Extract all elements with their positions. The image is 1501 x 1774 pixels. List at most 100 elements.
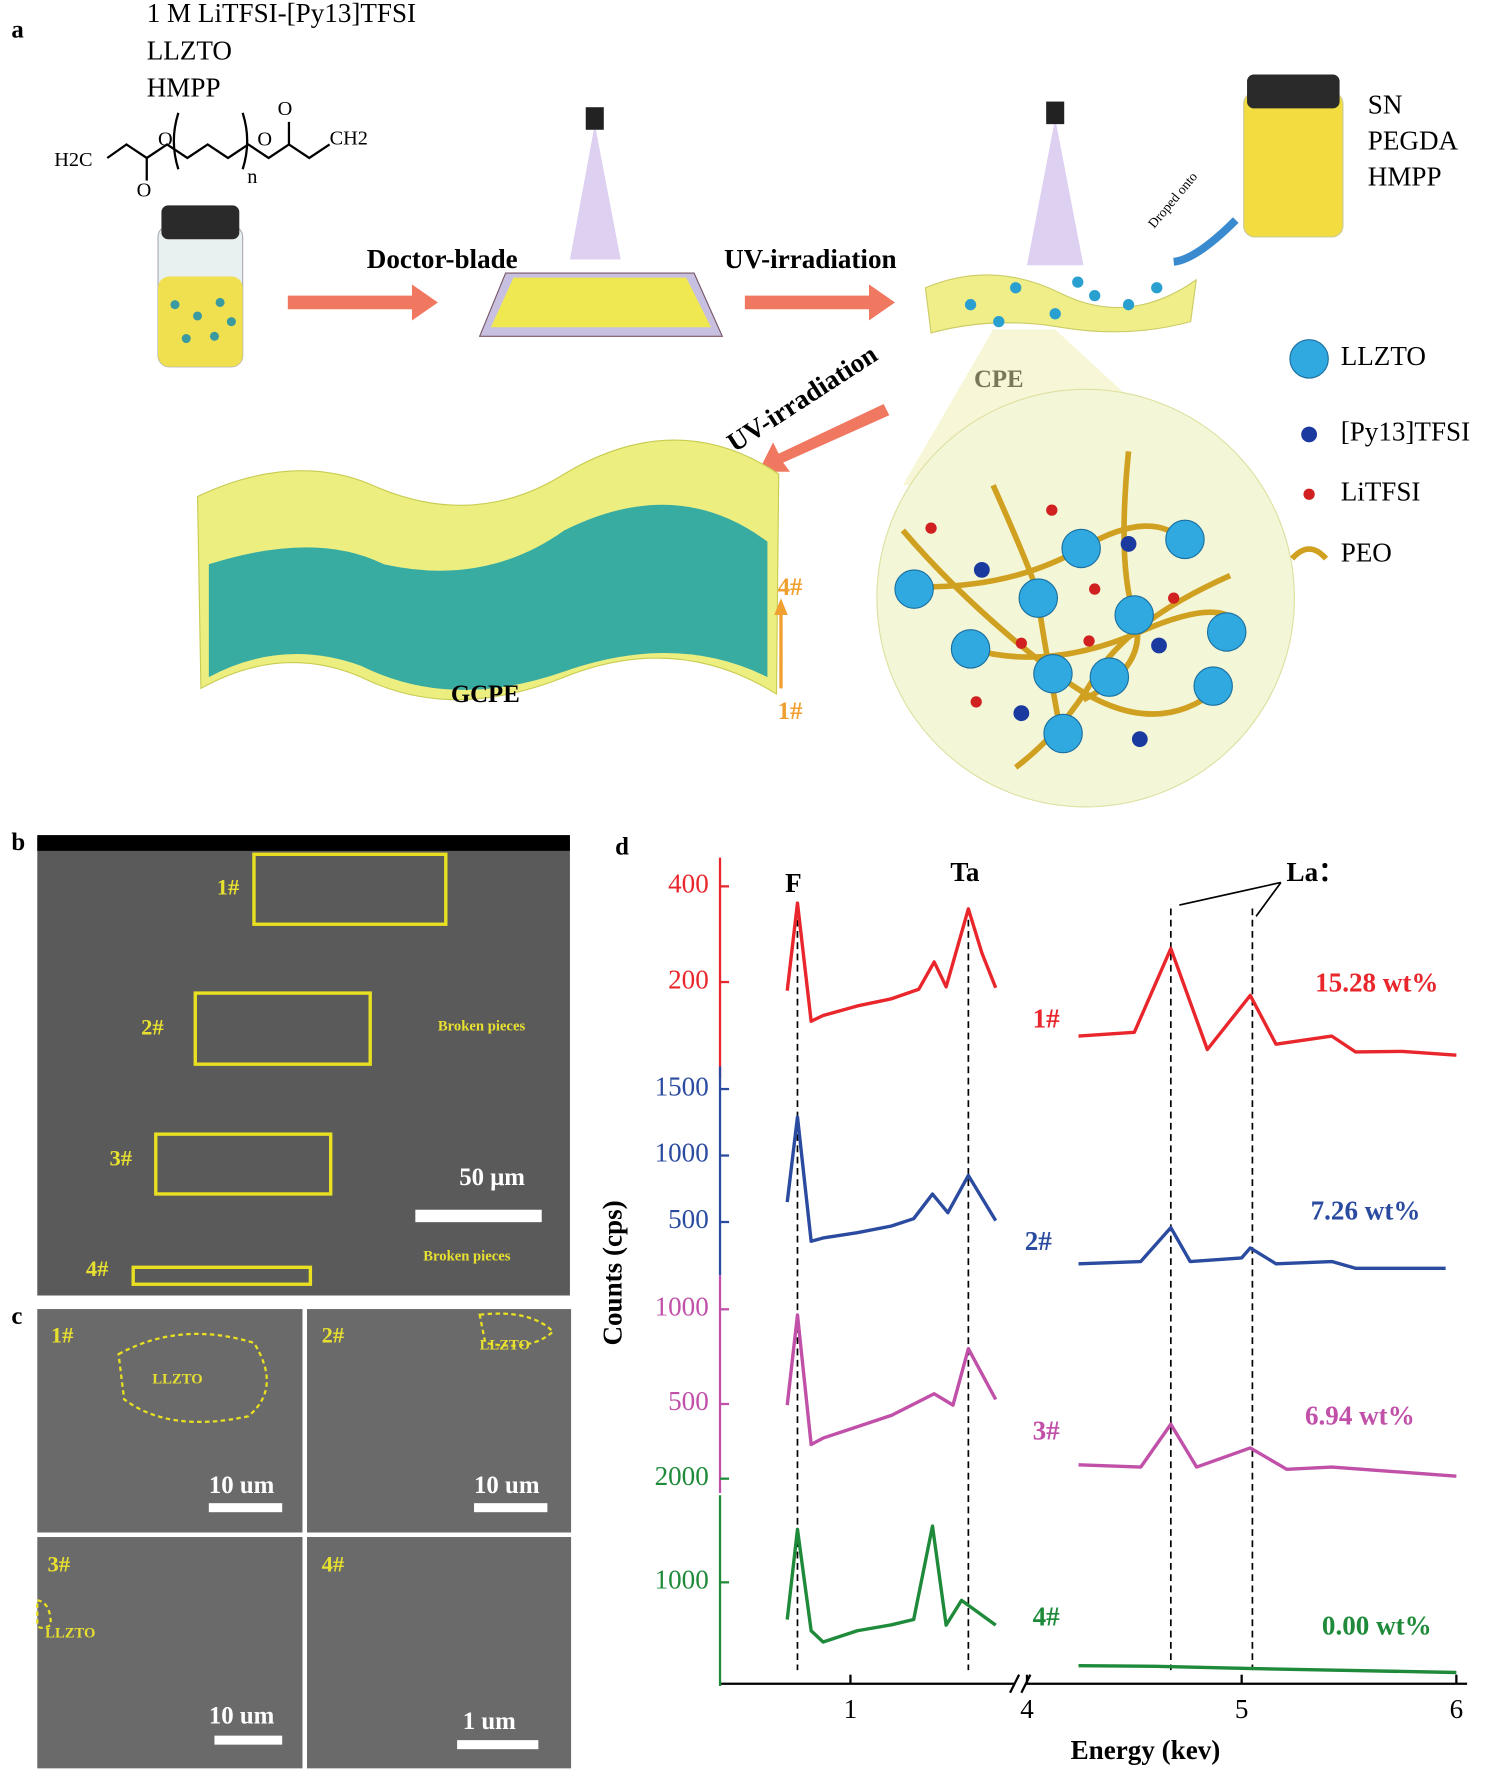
lamp xyxy=(1046,101,1065,125)
image-label: 3# xyxy=(47,1552,70,1577)
cap xyxy=(161,205,240,240)
legend-swatch xyxy=(1303,488,1315,500)
llzto-outline xyxy=(117,1332,268,1424)
particles xyxy=(964,276,1163,328)
spectrum xyxy=(785,1524,997,1644)
gcpe-label: GCPE xyxy=(451,681,520,708)
region-label: 1# xyxy=(217,874,240,899)
y-tick-label: 200 xyxy=(668,964,709,994)
spectrum xyxy=(1078,1422,1457,1478)
legend-label: PEO xyxy=(1341,537,1392,567)
image-label: 4# xyxy=(322,1552,345,1577)
legend-label: [Py13]TFSI xyxy=(1341,417,1470,447)
y-axis-label: Counts (cps) xyxy=(597,1200,627,1345)
structure xyxy=(106,112,331,181)
y-tick-label: 1000 xyxy=(655,1565,709,1595)
scale-label: 50 μm xyxy=(459,1164,525,1191)
scale-label: 10 um xyxy=(209,1702,275,1729)
scale-bar xyxy=(415,1209,542,1223)
spectrum xyxy=(1078,1225,1446,1270)
vial xyxy=(1243,91,1344,238)
panel-d: d Counts (cps) Energy (kev) F Ta La： 1 4 5… xyxy=(597,833,1468,1765)
annotation: LLZTO xyxy=(152,1372,202,1388)
legend-swatch xyxy=(1290,546,1329,561)
drop-arrow xyxy=(1173,217,1239,266)
precursor: LLZTO xyxy=(147,35,232,65)
llzto-spheres xyxy=(894,519,1247,754)
llzto-outline xyxy=(36,1598,52,1629)
solution: PEGDA xyxy=(1368,126,1459,156)
structure-text: O xyxy=(137,180,152,202)
step-label: Doctor-blade xyxy=(367,244,518,274)
structure-text: n xyxy=(247,166,257,188)
film xyxy=(490,277,712,328)
axis-break xyxy=(1014,1670,1026,1698)
panel-label: b xyxy=(11,829,25,856)
y-tick-label: 500 xyxy=(668,1204,709,1234)
image-label: 1# xyxy=(51,1322,74,1347)
structure-text: O xyxy=(257,129,272,151)
series-label: 2# xyxy=(1025,1226,1053,1256)
content-label: 7.26 wt% xyxy=(1311,1195,1421,1225)
structure-text: O xyxy=(158,129,173,151)
gradient-arrow xyxy=(774,598,788,616)
py13-ions xyxy=(973,536,1167,748)
structure-text: CH2 xyxy=(330,128,368,150)
x-tick-label: 6 xyxy=(1450,1694,1464,1724)
panel-label: c xyxy=(11,1303,22,1330)
series-label: 3# xyxy=(1033,1415,1061,1445)
spectrum xyxy=(785,901,998,1023)
axis-break xyxy=(1020,1674,1032,1694)
y-tick-label: 500 xyxy=(668,1386,709,1416)
litfsi-ions xyxy=(925,504,1180,708)
legend-swatch xyxy=(1301,426,1318,443)
image-label: 2# xyxy=(322,1322,345,1347)
series-label: 4# xyxy=(1033,1602,1061,1632)
panel-label: a xyxy=(11,16,24,43)
sem-top xyxy=(37,835,570,851)
panel-label: d xyxy=(615,833,629,860)
uv-light xyxy=(569,124,621,260)
peak-label: F xyxy=(785,868,802,898)
pointer xyxy=(1255,881,1282,917)
scale-bar xyxy=(474,1503,548,1513)
lamp xyxy=(585,107,604,130)
region-label: 4# xyxy=(86,1256,109,1281)
spectrum xyxy=(785,1115,998,1243)
axis-break xyxy=(1009,1674,1021,1694)
annotation: Broken pieces xyxy=(438,1018,526,1034)
precursor: 1 M LiTFSI-[Py13]TFSI xyxy=(147,0,416,28)
y-tick-label: 1500 xyxy=(655,1071,709,1101)
arrow xyxy=(758,404,890,472)
scale-label: 1 um xyxy=(463,1708,516,1735)
solution: HMPP xyxy=(1368,162,1442,192)
scale-bar xyxy=(214,1735,283,1745)
cpe-film xyxy=(924,274,1197,334)
structure-text: H2C xyxy=(54,149,92,171)
arrow xyxy=(744,284,895,321)
legend-label: LLZTO xyxy=(1341,341,1426,371)
panel-c: c 1# LLZTO 10 um 2# LLZTO 10 um 3# LLZTO… xyxy=(11,1303,572,1769)
panel-b: b 1# 2# 3# 4# Broken pieces Broken piece… xyxy=(11,829,570,1296)
gcpe-particles xyxy=(208,504,768,690)
y-tick-label: 400 xyxy=(668,869,709,899)
gradient-label: 1# xyxy=(778,698,803,725)
panel-a: a 1 M LiTFSI-[Py13]TFSI LLZTO HMPP H2C C… xyxy=(11,0,1470,808)
scale-label: 10 um xyxy=(209,1472,275,1499)
y-tick-label: 2000 xyxy=(655,1461,709,1491)
content-label: 0.00 wt% xyxy=(1322,1611,1432,1641)
legend-swatch xyxy=(1289,339,1329,379)
annotation: Broken pieces xyxy=(423,1249,511,1265)
precursor: HMPP xyxy=(147,72,221,102)
scale-bar xyxy=(208,1503,283,1513)
zoom-circle xyxy=(876,388,1296,808)
step-label: UV-irradiation xyxy=(722,339,883,458)
sem-image xyxy=(37,837,570,1296)
x-tick-label: 5 xyxy=(1235,1694,1249,1724)
step-label: UV-irradiation xyxy=(724,244,896,274)
annotation: LLZTO xyxy=(480,1338,530,1354)
region-label: 3# xyxy=(110,1145,133,1170)
annotation: LLZTO xyxy=(45,1625,95,1641)
peak-label: Ta xyxy=(950,857,980,887)
